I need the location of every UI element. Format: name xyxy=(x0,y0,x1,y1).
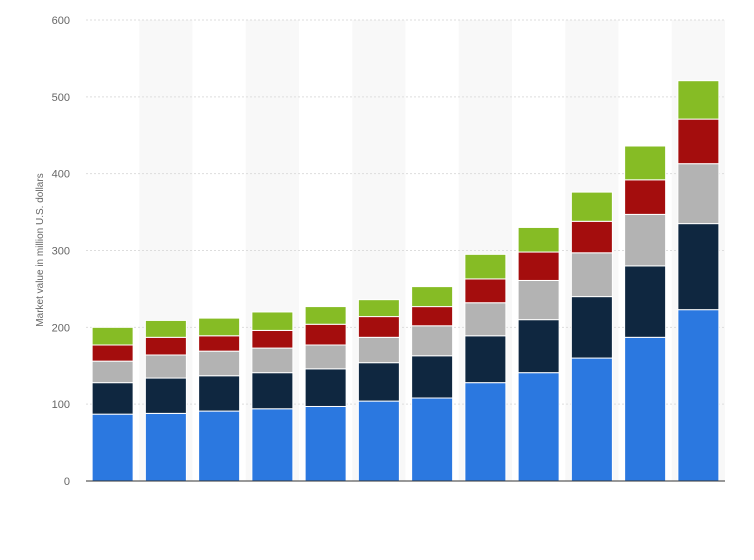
bar-segment-s2-c12 xyxy=(677,223,720,311)
bar-segment-s1-c5 xyxy=(304,405,347,482)
bar-segment-s2-c1 xyxy=(91,382,134,415)
bar-segment-s4-c7 xyxy=(411,306,454,327)
bar-segment-s5-c9 xyxy=(517,226,560,253)
bar-segment-s2-c2 xyxy=(144,377,187,414)
bar-segment-s3-c5 xyxy=(304,344,347,370)
bar-segment-s3-c2 xyxy=(144,354,187,379)
y-tick-label: 200 xyxy=(52,322,70,334)
bar-segment-s1-c3 xyxy=(198,410,241,482)
bar-segment-s3-c3 xyxy=(198,350,241,377)
bar-segment-s4-c11 xyxy=(624,179,667,215)
bar-segment-s5-c12 xyxy=(677,80,720,120)
bar-segment-s3-c4 xyxy=(251,347,294,374)
bar-segment-s1-c1 xyxy=(91,413,134,482)
bar-segment-s2-c5 xyxy=(304,368,347,407)
bars xyxy=(91,80,720,482)
bar-segment-s3-c1 xyxy=(91,360,134,384)
bar-segment-s4-c10 xyxy=(570,220,613,254)
bar-segment-s4-c1 xyxy=(91,344,134,362)
bar-segment-s5-c6 xyxy=(357,299,400,318)
y-tick-label: 500 xyxy=(52,92,70,104)
bar-segment-s4-c6 xyxy=(357,316,400,338)
bar-segment-s4-c9 xyxy=(517,251,560,281)
bar-segment-s5-c1 xyxy=(91,326,134,346)
bar-segment-s2-c8 xyxy=(464,335,507,384)
y-tick-label: 400 xyxy=(52,169,70,181)
gridlines xyxy=(86,19,725,405)
bar-segment-s1-c9 xyxy=(517,372,560,482)
bar-segment-s4-c8 xyxy=(464,278,507,304)
bar-segment-s3-c9 xyxy=(517,279,560,321)
bar-segment-s4-c4 xyxy=(251,329,294,349)
y-tick-label: 600 xyxy=(52,15,70,27)
bar-segment-s5-c4 xyxy=(251,311,294,331)
bar-segment-s2-c9 xyxy=(517,319,560,374)
bar-segment-s1-c4 xyxy=(251,408,294,482)
y-tick-label: 0 xyxy=(64,476,70,488)
bar-segment-s5-c2 xyxy=(144,319,187,338)
bar-segment-s4-c3 xyxy=(198,335,241,352)
bar-segment-s5-c7 xyxy=(411,286,454,308)
y-tick-label: 300 xyxy=(52,246,70,258)
bar-segment-s1-c7 xyxy=(411,397,454,482)
y-tick-label: 100 xyxy=(52,399,70,411)
bar-segment-s1-c2 xyxy=(144,412,187,482)
bar-segment-s1-c8 xyxy=(464,382,507,482)
bar-segment-s3-c6 xyxy=(357,336,400,364)
bar-segment-s1-c12 xyxy=(677,309,720,482)
bar-segment-s2-c10 xyxy=(570,296,613,359)
bar-segment-s4-c2 xyxy=(144,336,187,356)
bar-segment-s3-c11 xyxy=(624,213,667,267)
bar-segment-s2-c11 xyxy=(624,265,667,338)
bar-segment-s3-c10 xyxy=(570,252,613,298)
bar-segment-s2-c6 xyxy=(357,362,400,402)
bar-segment-s5-c10 xyxy=(570,191,613,222)
bar-segment-s2-c3 xyxy=(198,375,241,412)
bar-segment-s4-c5 xyxy=(304,323,347,346)
y-axis-label: Market value in million U.S. dollars xyxy=(35,173,46,326)
bar-segment-s3-c12 xyxy=(677,163,720,225)
bar-segment-s3-c8 xyxy=(464,302,507,337)
bar-segment-s2-c7 xyxy=(411,355,454,399)
bar-segment-s4-c12 xyxy=(677,118,720,165)
bar-segment-s1-c6 xyxy=(357,400,400,482)
bar-segment-s1-c11 xyxy=(624,336,667,482)
bar-segment-s2-c4 xyxy=(251,372,294,410)
bar-segment-s5-c5 xyxy=(304,306,347,325)
bar-segment-s5-c3 xyxy=(198,317,241,337)
bar-segment-s1-c10 xyxy=(570,357,613,482)
bar-segment-s3-c7 xyxy=(411,325,454,357)
bar-segment-s5-c11 xyxy=(624,145,667,181)
bar-segment-s5-c8 xyxy=(464,253,507,280)
y-axis: 0 100 200 300 400 500 600 xyxy=(52,15,70,488)
